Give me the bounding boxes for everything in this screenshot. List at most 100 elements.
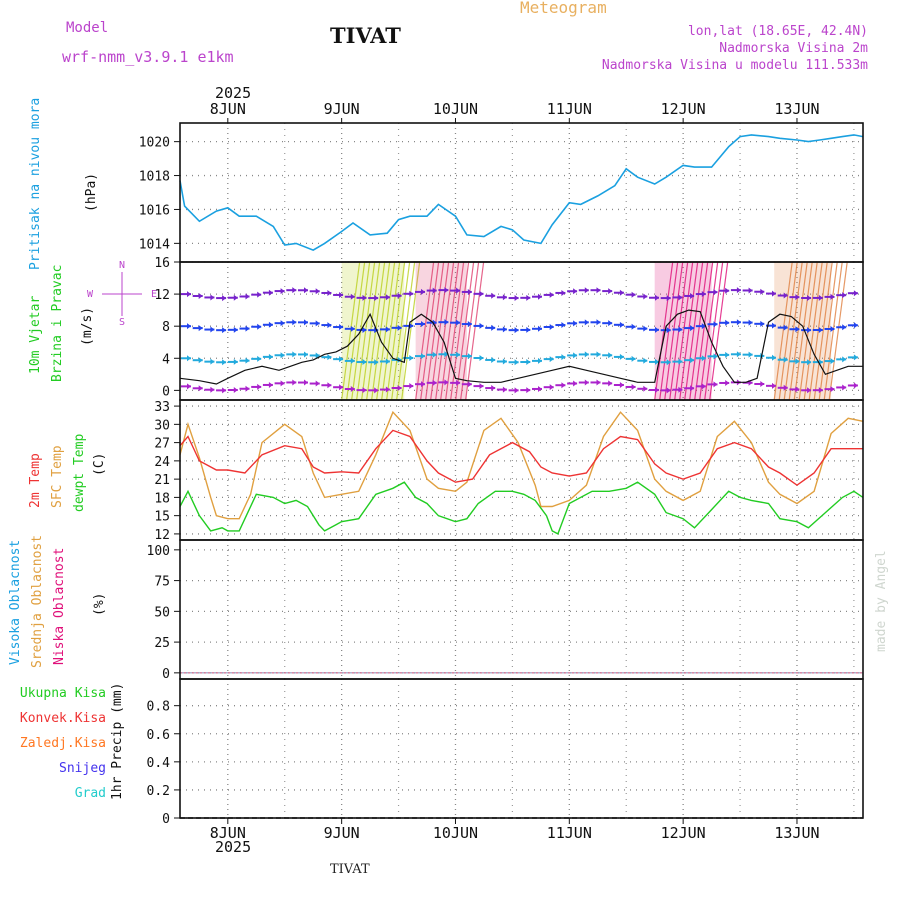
y-tick-label: 15: [154, 510, 170, 525]
panel-pressure: [174, 123, 863, 262]
wind-arrowhead: [678, 326, 683, 333]
wind-arrowhead: [608, 320, 613, 327]
wind-arrowhead: [772, 354, 776, 361]
wind-arrowhead: [596, 287, 601, 294]
wind-arrowhead: [339, 291, 344, 298]
wind-arrowhead: [339, 384, 344, 391]
wind-arrowhead: [444, 287, 449, 294]
y-tick-label: 1016: [139, 203, 170, 218]
wind-arrowhead: [713, 321, 718, 328]
x-tick-label-top: 9JUN: [324, 100, 360, 118]
wind-arrowhead: [748, 319, 753, 326]
wind-arrowhead: [432, 287, 437, 294]
wind-arrowhead: [783, 324, 788, 331]
wind-hatch-line: [376, 261, 396, 401]
wind-arrowhead: [187, 383, 191, 390]
wind-arrowhead: [736, 351, 741, 358]
wind-arrowhead: [561, 382, 566, 389]
y-tick-label: 1018: [139, 170, 170, 185]
wind-arrowhead: [549, 324, 554, 331]
wind-arrowhead: [853, 382, 858, 389]
wind-arrowhead: [327, 382, 332, 389]
coords-label: lon,lat (18.65E, 42.4N): [687, 24, 868, 39]
wind-arrowhead: [514, 359, 519, 366]
wind-arrowhead: [514, 295, 519, 302]
wind-hatch-line: [381, 261, 401, 401]
wind-arrowhead: [713, 289, 718, 296]
wind-arrowhead: [573, 352, 578, 359]
wind-arrowhead: [479, 290, 484, 297]
wind-arrowhead: [561, 354, 566, 361]
wind-arrowhead: [643, 293, 648, 300]
wind-arrowhead: [760, 380, 765, 387]
wind-hatch-line: [430, 261, 450, 401]
x-tick-label-bottom: 9JUN: [324, 824, 360, 842]
wind-hatch-line: [391, 261, 411, 401]
wind-hatch-line: [450, 261, 470, 401]
wind-arrowhead: [725, 351, 730, 358]
wind-arrowhead: [760, 320, 765, 327]
wind-arrowhead: [701, 323, 706, 330]
wind-arrowhead: [385, 294, 390, 301]
wind-arrowhead: [725, 319, 730, 326]
pressure-line: [179, 134, 864, 251]
wind-arrowhead: [304, 379, 308, 386]
wind-hatch-line: [455, 261, 475, 401]
wind-arrowhead: [362, 294, 367, 301]
wind-arrowhead: [631, 355, 636, 362]
x-tick-label-top: 13JUN: [774, 100, 819, 118]
y-tick-label: 25: [154, 636, 170, 651]
wind-hatch-line: [788, 261, 808, 401]
meteogram-title: Meteogram: [520, 0, 607, 17]
wind-arrowhead: [421, 353, 425, 360]
wind-arrowhead: [655, 326, 659, 333]
x-tick-label-top: 11JUN: [547, 100, 592, 118]
y-tick-label: 24: [154, 455, 170, 470]
wind-arrowhead: [842, 384, 847, 391]
wind-arrowhead: [514, 387, 519, 394]
wind-arrowhead: [608, 380, 613, 387]
wind-arrowhead: [233, 294, 238, 301]
wind-arrowhead: [631, 383, 636, 390]
wind-arrowhead: [268, 289, 273, 296]
wind-arrowhead: [210, 358, 215, 365]
wind-arrowhead: [456, 351, 461, 358]
wind-arrowhead: [456, 319, 461, 326]
wind-arrowhead: [655, 358, 659, 365]
model-name: wrf-nmm_v3.9.1 e1km: [62, 48, 234, 66]
wind-arrowhead: [327, 322, 332, 329]
wind-hatch-line: [674, 261, 694, 401]
wind-arrowhead: [830, 358, 835, 365]
y-tick-label: 0.8: [147, 700, 170, 715]
dewpt-line: [179, 481, 864, 535]
wind-arrowhead: [701, 383, 706, 390]
wind-hatch-line: [356, 261, 376, 401]
model-elevation-label: Nadmorska Visina u modelu 111.533m: [601, 58, 868, 73]
panel-frame: [179, 539, 864, 680]
wind-arrowhead: [538, 357, 542, 364]
y-tick-label: 21: [154, 473, 170, 488]
y-tick-label: 12: [154, 528, 170, 543]
wind-arrowhead: [736, 287, 741, 294]
wind-arrowhead: [268, 381, 273, 388]
wind-arrowhead: [526, 326, 531, 333]
wind-arrowhead: [666, 327, 671, 334]
wind-hatch-line: [465, 261, 485, 401]
wind-arrowhead: [280, 288, 285, 295]
wind-hatch-line: [435, 261, 455, 401]
wind-arrowhead: [666, 387, 671, 394]
y-tick-label: 75: [154, 575, 170, 590]
wind-arrowhead: [409, 383, 414, 390]
wind-arrowhead: [374, 359, 379, 366]
wind-arrowhead: [772, 290, 776, 297]
wind-arrowhead: [362, 387, 367, 394]
wind-arrowhead: [538, 385, 542, 392]
wind-arrowhead: [467, 381, 472, 388]
wind-arrowhead: [678, 294, 683, 301]
wind-arrowhead: [421, 288, 425, 295]
wind-arrowhead: [701, 355, 706, 362]
wind-arrowhead: [233, 386, 238, 393]
wind-arrowhead: [795, 386, 800, 393]
